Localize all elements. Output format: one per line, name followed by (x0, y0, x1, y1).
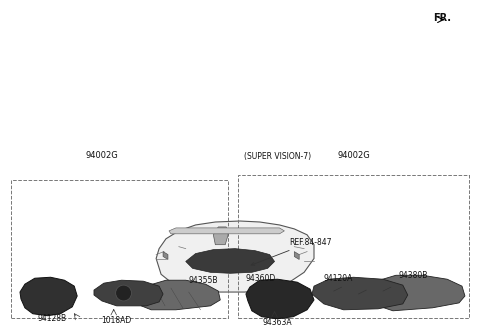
Text: 1018AD: 1018AD (102, 316, 132, 325)
Polygon shape (156, 221, 314, 292)
Text: (SUPER VISION-7): (SUPER VISION-7) (244, 152, 311, 161)
Text: 94120A: 94120A (324, 274, 353, 283)
Text: 94002G: 94002G (337, 151, 370, 160)
Polygon shape (139, 280, 220, 310)
Polygon shape (368, 275, 465, 311)
Text: REF.84-847: REF.84-847 (252, 238, 332, 265)
Text: 94360D: 94360D (246, 274, 276, 283)
Text: 94355B: 94355B (189, 276, 218, 285)
Polygon shape (169, 228, 284, 234)
Polygon shape (246, 279, 314, 319)
Circle shape (116, 285, 132, 301)
Polygon shape (163, 252, 168, 259)
Polygon shape (20, 277, 77, 316)
Polygon shape (94, 280, 163, 306)
Polygon shape (186, 249, 275, 273)
Polygon shape (294, 252, 299, 259)
Text: 94002G: 94002G (85, 151, 118, 160)
Text: 94128B: 94128B (38, 314, 67, 323)
Text: 94363A: 94363A (263, 318, 292, 327)
Polygon shape (312, 277, 408, 310)
Text: FR.: FR. (433, 13, 451, 23)
Text: 94380B: 94380B (398, 271, 428, 280)
Polygon shape (214, 227, 228, 245)
